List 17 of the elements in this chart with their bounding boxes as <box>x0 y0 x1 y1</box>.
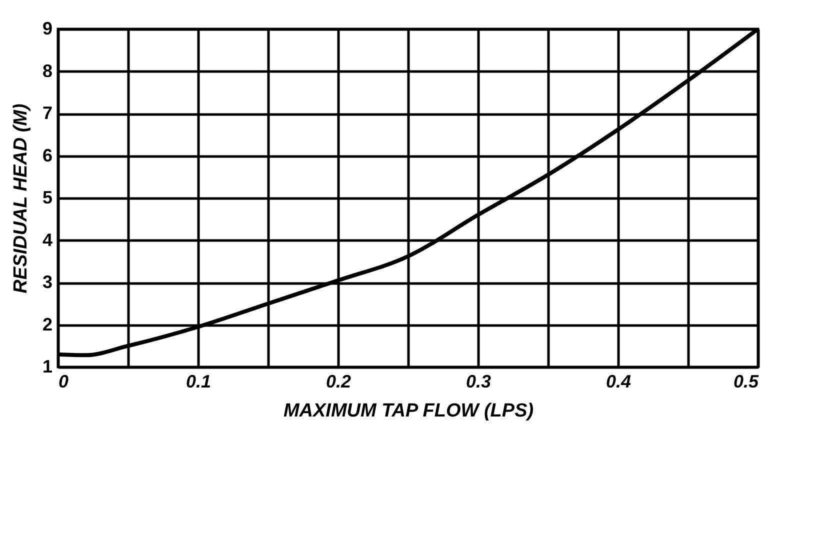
x-tick-label: 0.4 <box>606 372 632 392</box>
x-tick-label: 0.2 <box>326 372 352 392</box>
y-axis-title: RESIDUAL HEAD (M) <box>10 104 32 294</box>
y-tick-label: 1 <box>42 356 52 376</box>
y-tick-label: 8 <box>42 60 52 81</box>
y-tick-label: 6 <box>42 145 52 166</box>
y-tick-label: 4 <box>42 230 52 250</box>
x-tick-label: 0.3 <box>466 372 492 392</box>
x-tick-label: 0.5 <box>733 372 760 392</box>
x-axis-title: MAXIMUM TAP FLOW (LPS) <box>283 400 534 422</box>
y-tick-label: 3 <box>42 272 52 292</box>
y-tick-label: 2 <box>42 314 52 334</box>
y-tick-label: 7 <box>42 103 52 123</box>
y-tick-label: 9 <box>42 18 52 38</box>
y-tick-label: 5 <box>42 188 52 208</box>
x-tick-label: 0 <box>58 372 69 392</box>
x-tick-label: 0.1 <box>186 372 212 392</box>
